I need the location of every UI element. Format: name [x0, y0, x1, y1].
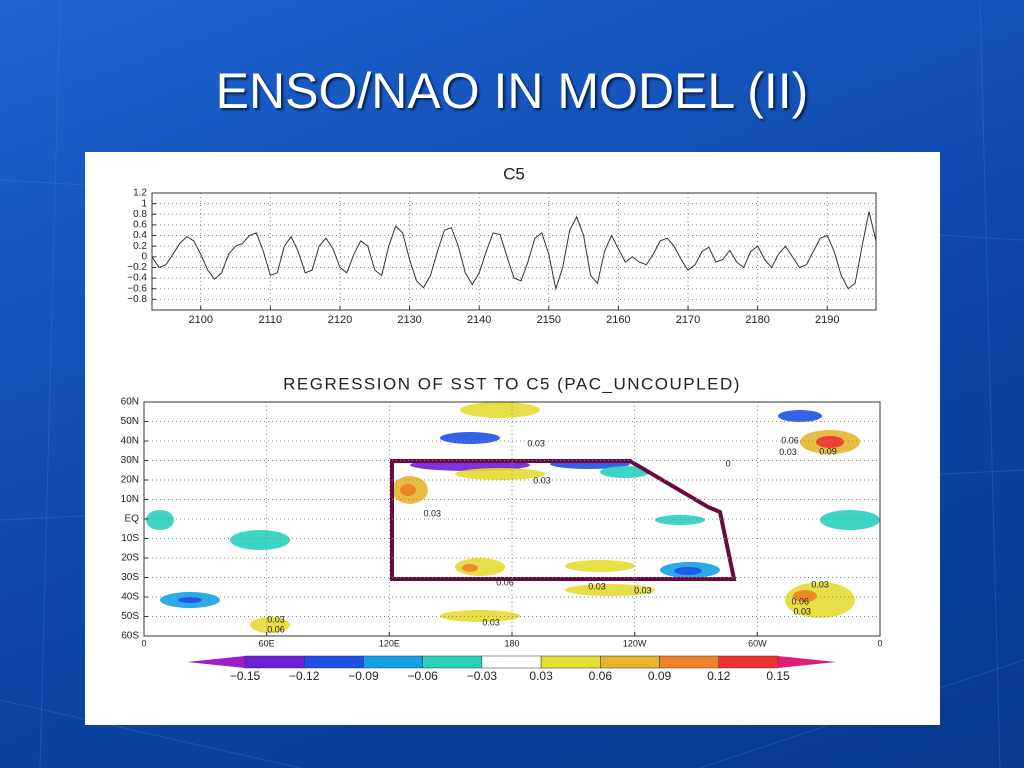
contour-label: 0.09 — [819, 446, 837, 456]
contour-label: 0.03 — [794, 606, 812, 616]
x-tick-label: 2100 — [188, 314, 212, 326]
colorbar-swatch — [540, 655, 601, 669]
colorbar-label: −0.12 — [289, 669, 320, 683]
contour-label: 0.06 — [496, 577, 514, 587]
contour-label: 0.03 — [588, 581, 606, 591]
colorbar-label: −0.06 — [407, 669, 438, 683]
y-tick-label: 20S — [121, 553, 139, 564]
plot-frame — [143, 401, 881, 637]
series-line — [151, 211, 877, 291]
y-tick-label: 50N — [121, 416, 139, 427]
y-tick-label: 60S — [121, 631, 139, 642]
contour-label: 0.03 — [527, 438, 545, 448]
slide-title: ENSO/NAO IN MODEL (II) — [215, 63, 809, 119]
y-tick-label: 60N — [121, 397, 139, 408]
x-tick-label: 2170 — [676, 314, 700, 326]
x-tick-label: 2160 — [606, 314, 630, 326]
x-tick-label: 2150 — [537, 314, 561, 326]
colorbar-label: 0.15 — [766, 669, 790, 683]
contour-label: 0.03 — [634, 586, 652, 596]
colorbar-under — [187, 656, 245, 668]
y-tick-label: 1.2 — [133, 188, 147, 199]
x-tick-label: 0 — [877, 638, 882, 648]
x-tick-label: 2120 — [328, 314, 352, 326]
colorbar-label: 0.12 — [707, 669, 731, 683]
colorbar-swatch — [481, 655, 542, 669]
colorbar-label: 0.09 — [648, 669, 672, 683]
region-box — [390, 459, 737, 581]
y-tick-label: EQ — [125, 514, 140, 525]
colorbar-label: −0.15 — [230, 669, 261, 683]
chart-title: C5 — [503, 164, 525, 183]
y-tick-label: 1 — [141, 198, 147, 209]
colorbar-swatch — [600, 655, 660, 669]
contour-label: 0.03 — [779, 447, 797, 457]
y-tick-label: −0.2 — [127, 262, 147, 273]
contour-label: 0.03 — [533, 475, 551, 485]
colorbar-label: −0.03 — [467, 669, 498, 683]
y-tick-label: −0.4 — [127, 273, 147, 284]
colorbar-over — [778, 656, 836, 668]
y-tick-label: 0.8 — [133, 209, 147, 220]
colorbar-swatch — [303, 655, 364, 669]
y-tick-label: 50S — [121, 611, 139, 622]
y-tick-label: 0 — [141, 251, 147, 262]
colorbar-swatch — [422, 655, 483, 669]
y-tick-label: 20N — [121, 475, 139, 486]
colorbar-label: 0.06 — [589, 669, 613, 683]
y-tick-label: 0.6 — [133, 220, 147, 231]
x-tick-label: 0 — [141, 638, 146, 648]
x-tick-label: 120E — [379, 638, 400, 648]
colorbar-swatch — [363, 655, 423, 669]
y-tick-label: 30S — [121, 572, 139, 583]
colorbar-label: 0.03 — [529, 669, 553, 683]
x-tick-label: 2110 — [259, 314, 283, 326]
x-tick-label: 2190 — [815, 314, 839, 326]
x-tick-label: 60W — [748, 638, 767, 648]
y-tick-label: −0.8 — [127, 294, 147, 305]
y-tick-label: 40S — [121, 592, 139, 603]
x-tick-label: 60E — [259, 638, 275, 648]
x-tick-label: 2130 — [397, 314, 421, 326]
colorbar-swatch — [244, 655, 305, 669]
contour-label: 0.03 — [482, 617, 500, 627]
y-tick-label: 0.2 — [133, 241, 147, 252]
contour-label: 0.03 — [424, 508, 442, 518]
x-tick-label: 2140 — [467, 314, 491, 326]
colorbar-swatch — [718, 655, 779, 669]
contour-label: 0.03 — [811, 579, 829, 589]
y-tick-label: 30N — [121, 455, 139, 466]
contour-label: 0.06 — [781, 435, 799, 445]
y-tick-label: 0.4 — [133, 230, 147, 241]
contour-label: 0.03 — [267, 614, 285, 624]
y-tick-label: 10N — [121, 494, 139, 505]
contour-label: 0.06 — [267, 625, 285, 635]
x-tick-label: 2180 — [745, 314, 769, 326]
chart-title: REGRESSION OF SST TO C5 (PAC_UNCOUPLED) — [283, 374, 741, 393]
colorbar-label: −0.09 — [348, 669, 379, 683]
y-tick-label: 40N — [121, 436, 139, 447]
y-tick-label: −0.6 — [127, 283, 147, 294]
contour-label: 0 — [726, 458, 731, 468]
plot-frame — [151, 192, 877, 311]
x-tick-label: 120W — [623, 638, 647, 648]
y-tick-label: 10S — [121, 533, 139, 544]
colorbar-swatch — [659, 655, 720, 669]
contour-label: 0.06 — [792, 596, 810, 606]
x-tick-label: 180 — [504, 638, 519, 648]
